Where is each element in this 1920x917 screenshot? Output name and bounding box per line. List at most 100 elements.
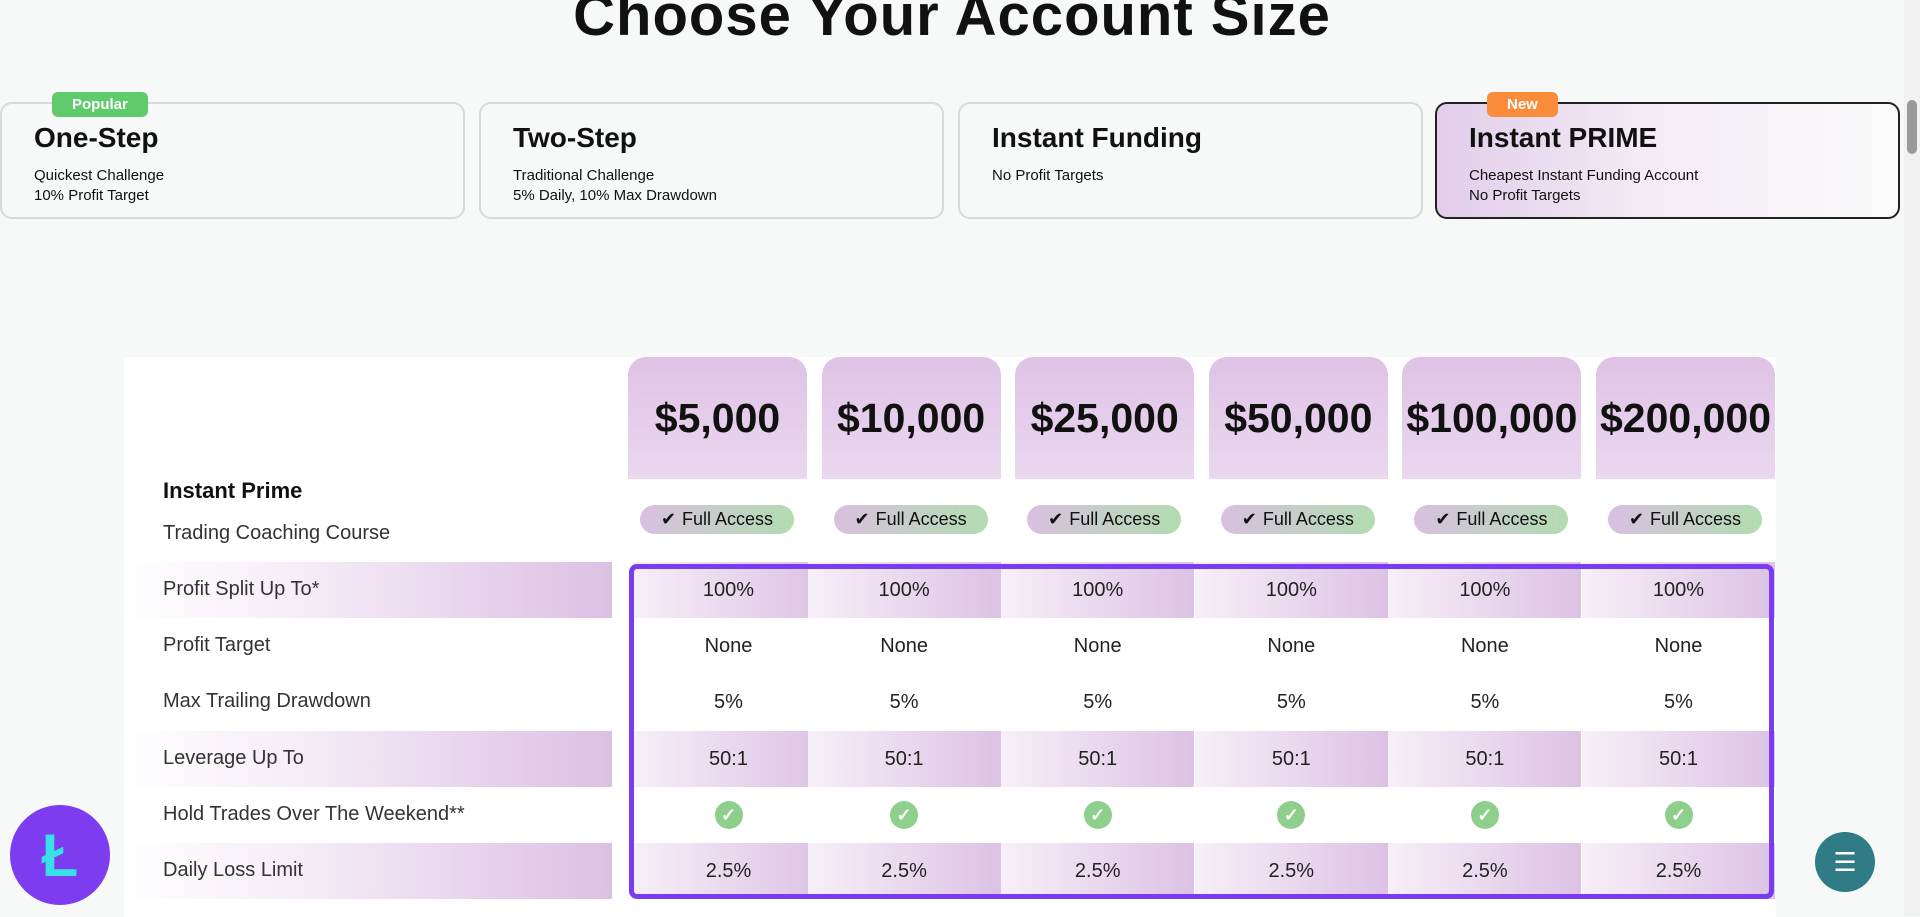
cell-value: None (880, 634, 928, 657)
table-cell: 2.5% (632, 843, 825, 899)
cell-value: 50:1 (1465, 747, 1505, 770)
table-cell: 100% (632, 562, 825, 618)
table-cell: 2.5% (1194, 843, 1388, 899)
cell-value: 50:1 (884, 747, 924, 770)
full-access-badge: ✔ Full Access (1220, 505, 1375, 534)
full-access-badge: ✔ Full Access (833, 505, 988, 534)
full-access-badge: ✔ Full Access (1608, 505, 1762, 534)
cell-value: 2.5% (1074, 859, 1121, 882)
plan-title: Instant Prime (163, 478, 303, 503)
plan-description: 10% Profit Target (34, 187, 149, 204)
size-header[interactable]: $100,000 (1402, 357, 1582, 479)
row-label: Profit Target (163, 634, 271, 656)
checkmark-icon: ✔ (1241, 509, 1257, 529)
plan-card-instant-funding[interactable]: Instant Funding No Profit Targets (958, 102, 1423, 219)
check-circle-icon: ✓ (714, 801, 743, 829)
cell-value: 5% (1083, 690, 1113, 713)
table-cell: 50:1 (1001, 731, 1195, 787)
table-cell: None (1001, 618, 1194, 674)
size-header[interactable]: $5,000 (628, 357, 807, 479)
plan-name: Instant PRIME (1469, 122, 1658, 153)
cell-value: None (1267, 634, 1316, 657)
table-cell: 100% (1001, 562, 1195, 618)
full-access-label: Full Access (875, 509, 967, 529)
cell-value: 100% (1459, 578, 1511, 601)
check-circle-icon: ✓ (890, 801, 919, 829)
cell-value: 2.5% (881, 859, 927, 882)
plan-badge: New (1487, 92, 1558, 117)
full-access-label: Full Access (1069, 509, 1161, 529)
table-cell: 5% (1195, 674, 1388, 730)
table-cell: 100% (1194, 562, 1388, 618)
row-label-background (124, 843, 612, 899)
scrollbar[interactable] (1904, 0, 1920, 916)
cell-value: None (1654, 634, 1703, 657)
full-access-label: Full Access (1262, 509, 1354, 529)
table-cell: 50:1 (1194, 731, 1388, 787)
full-access-label: Full Access (682, 509, 774, 529)
scrollbar-thumb[interactable] (1907, 100, 1917, 154)
cell-value: 100% (1072, 578, 1124, 601)
checkmark-icon: ✔ (854, 509, 870, 529)
plan-name: Instant Funding (992, 122, 1202, 153)
brand-logo-icon[interactable]: Ł (10, 805, 110, 905)
size-header[interactable]: $50,000 (1208, 357, 1388, 479)
full-access-badge: ✔ Full Access (1027, 505, 1182, 534)
size-header[interactable]: $200,000 (1596, 357, 1775, 479)
plan-description: Traditional Challenge (513, 167, 655, 184)
table-cell: None (1388, 618, 1581, 674)
size-header[interactable]: $25,000 (1015, 357, 1195, 479)
table-cell: 100% (1582, 562, 1775, 618)
table-cell: 5% (808, 674, 1001, 730)
row-label: Hold Trades Over The Weekend** (163, 803, 465, 825)
table-cell: 2.5% (807, 843, 1001, 899)
cell-value: 5% (1664, 690, 1693, 713)
table-cell: 2.5% (1582, 843, 1775, 899)
cell-value: 5% (714, 690, 743, 713)
table-cell: 2.5% (1001, 843, 1195, 899)
checkmark-icon: ✔ (1435, 509, 1451, 529)
cell-value: 2.5% (1462, 859, 1508, 882)
selected-plan-highlight (629, 564, 1774, 899)
table-cell: None (632, 618, 825, 674)
table-cell: 5% (1001, 674, 1194, 730)
cell-value: 100% (878, 578, 930, 601)
table-cell: 50:1 (807, 731, 1001, 787)
full-access-label: Full Access (1456, 509, 1548, 529)
plan-badge: Popular (52, 92, 148, 117)
row-label-background (124, 562, 612, 618)
checkmark-icon: ✔ (1628, 509, 1645, 529)
table-cell: 5% (632, 674, 825, 730)
table-cell: None (808, 618, 1001, 674)
cell-value: 50:1 (1271, 747, 1311, 770)
table-cell: ✓ (1195, 787, 1388, 843)
cell-value: 100% (1652, 578, 1705, 601)
table-cell: None (1195, 618, 1388, 674)
cell-value: 2.5% (705, 859, 752, 882)
table-cell: ✓ (808, 787, 1001, 843)
table-cell: 50:1 (632, 731, 825, 787)
page-title: Choose Your Account Size (573, 0, 1331, 48)
table-cell: 50:1 (1582, 731, 1775, 787)
plan-description: No Profit Targets (1469, 187, 1581, 204)
chat-icon: ☰ (1833, 846, 1857, 877)
row-label: Leverage Up To (163, 747, 304, 769)
table-cell: 2.5% (1388, 843, 1582, 899)
plan-card-two-step[interactable]: Two-Step Traditional Challenge 5% Daily, 1… (479, 102, 944, 219)
row-label-background (124, 731, 612, 787)
cell-value: 50:1 (1659, 747, 1698, 770)
table-cell: 100% (807, 562, 1001, 618)
plan-description: 5% Daily, 10% Max Drawdown (513, 187, 717, 204)
cell-value: 5% (1276, 690, 1306, 713)
size-header[interactable]: $10,000 (821, 357, 1001, 479)
table-cell: 5% (1582, 674, 1775, 730)
row-label: Max Trailing Drawdown (163, 690, 371, 712)
plan-card-instant-prime[interactable]: New Instant PRIME Cheapest Instant Funding… (1435, 92, 1900, 219)
cell-value: None (1460, 634, 1509, 657)
full-access-badge: ✔ Full Access (640, 505, 794, 534)
cell-value: 5% (1470, 690, 1500, 713)
check-circle-icon: ✓ (1664, 801, 1693, 829)
plan-card-one-step[interactable]: Popular One-Step Quickest Challenge 10% Pro… (0, 92, 465, 219)
chat-button[interactable]: ☰ (1815, 832, 1875, 892)
table-cell: 50:1 (1388, 731, 1582, 787)
